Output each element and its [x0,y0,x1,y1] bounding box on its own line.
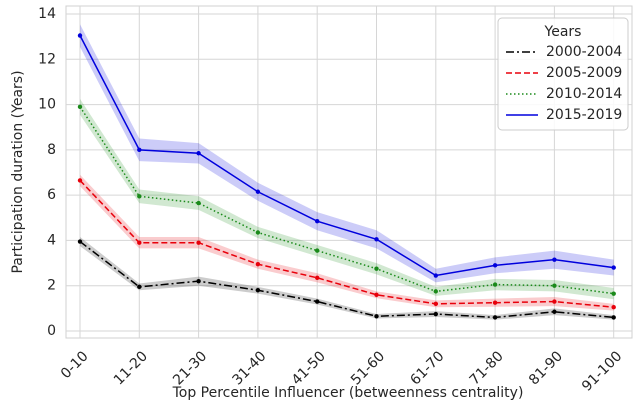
point [196,151,201,156]
legend-box [497,17,629,131]
y-tick-label: 10 [38,97,56,113]
point [315,299,320,304]
point [137,240,142,245]
y-tick-label: 0 [47,323,56,339]
point [611,305,616,310]
x-tick-label: 51-60 [348,348,388,388]
point [492,300,498,305]
y-tick-label: 4 [47,232,56,248]
point [374,314,379,319]
point [255,230,261,235]
point [492,263,498,268]
y-axis-label: Participation duration (Years) [10,70,26,273]
point [433,311,438,317]
series-line [79,106,614,295]
point [374,237,379,242]
point [552,283,557,288]
x-tick-label: 11-20 [111,348,151,388]
y-tick-label: 14 [38,6,56,22]
series-line [79,240,614,319]
series-line [79,179,614,308]
x-tick-label: 41-50 [289,348,329,388]
x-axis-label: Top Percentile Influencer (betweenness c… [172,385,524,401]
x-tick-label: 81-90 [526,348,566,388]
series-line [79,35,614,277]
point [492,282,498,287]
point [196,200,201,206]
x-tick-label: 91-100 [579,348,625,394]
x-tick-label: 71-80 [467,348,507,388]
point [433,289,438,294]
point [492,315,498,320]
point [77,104,83,110]
legend-label: 2005-2009 [546,65,622,81]
point [255,189,261,194]
x-tick-label: 0-10 [58,348,92,382]
point [611,265,616,270]
point [137,194,142,199]
x-tick-label: 31-40 [229,348,269,388]
point [315,218,320,224]
point [196,278,201,284]
y-tick-label: 12 [38,51,56,67]
x-tick-label: 61-70 [407,348,447,388]
legend: Years 2000-2004 2005-2009 2010-2014 2015-201… [497,17,629,131]
point [315,248,320,253]
point [255,288,261,293]
point [433,273,438,278]
legend-label: 2010-2014 [546,86,622,102]
point [196,240,201,245]
y-tick-label: 8 [47,142,56,158]
y-tick-label: 2 [47,278,56,294]
point [374,292,379,297]
point [611,315,616,320]
point [137,284,142,290]
point [315,275,320,280]
point [255,262,261,267]
legend-title: Years [544,24,582,40]
point [77,178,83,183]
confidence-band [80,98,614,300]
point [374,266,379,271]
point [137,147,142,153]
point [552,257,557,262]
point [611,291,616,296]
x-tick-label: 21-30 [170,348,210,388]
legend-label: 2000-2004 [546,44,622,60]
legend-label: 2015-2019 [546,107,622,123]
point [77,239,83,244]
point [433,301,438,307]
point [77,33,83,38]
y-tick-label: 6 [47,187,56,203]
point [552,309,557,314]
confidence-band [80,174,614,311]
point [552,299,557,304]
confidence-band [80,237,614,320]
